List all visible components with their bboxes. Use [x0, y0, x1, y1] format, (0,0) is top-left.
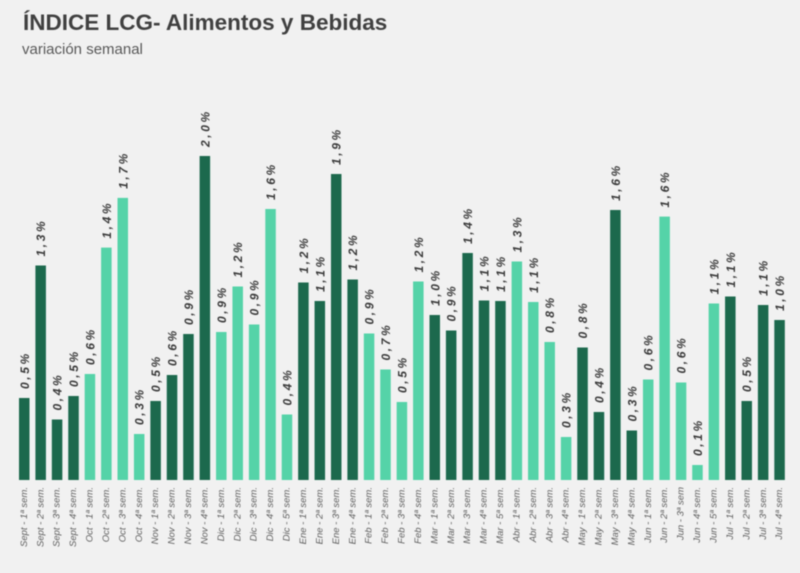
svg-text:Nov - 3ª sem.: Nov - 3ª sem. — [183, 487, 194, 544]
svg-text:Feb - 1ª sem.: Feb - 1ª sem. — [364, 487, 375, 544]
svg-text:1,0%: 1,0% — [428, 268, 442, 306]
svg-text:0,9%: 0,9% — [445, 284, 459, 322]
svg-text:May - 2ª sem.: May - 2ª sem. — [594, 487, 605, 545]
svg-text:Jun - 1ª sem.: Jun - 1ª sem. — [643, 487, 654, 544]
svg-text:variación semanal: variación semanal — [22, 41, 143, 58]
svg-text:Abr - 4ª sem.: Abr - 4ª sem. — [561, 487, 572, 543]
svg-text:Feb - 4ª sem.: Feb - 4ª sem. — [413, 487, 424, 544]
svg-text:0,8%: 0,8% — [543, 295, 557, 333]
svg-text:Mar - 5ª sem.: Mar - 5ª sem. — [495, 487, 506, 544]
svg-text:Sept - 3ª sem.: Sept - 3ª sem. — [52, 487, 63, 547]
svg-text:1,1%: 1,1% — [494, 254, 508, 292]
svg-text:0,6%: 0,6% — [166, 328, 180, 366]
svg-text:1,4%: 1,4% — [100, 201, 114, 239]
svg-text:1,2%: 1,2% — [346, 233, 360, 271]
svg-text:Jul - 2ª sem.: Jul - 2ª sem. — [741, 487, 752, 541]
svg-text:Ene - 4ª sem.: Ene - 4ª sem. — [347, 487, 358, 544]
svg-text:Sept - 2ª sem.: Sept - 2ª sem. — [35, 487, 46, 547]
svg-text:1,1%: 1,1% — [757, 258, 771, 296]
svg-text:Dic - 5ª sem.: Dic - 5ª sem. — [282, 487, 293, 541]
svg-text:1,1%: 1,1% — [478, 254, 492, 292]
svg-text:1,6%: 1,6% — [658, 170, 672, 208]
svg-text:1,7%: 1,7% — [116, 151, 130, 189]
svg-text:Dic - 2ª sem.: Dic - 2ª sem. — [232, 487, 243, 541]
svg-text:Feb - 2ª sem.: Feb - 2ª sem. — [380, 487, 391, 544]
svg-text:Dic - 3ª sem.: Dic - 3ª sem. — [249, 487, 260, 541]
svg-text:1,3%: 1,3% — [510, 215, 524, 253]
svg-text:1,0%: 1,0% — [773, 273, 787, 311]
svg-text:1,1%: 1,1% — [724, 250, 738, 288]
svg-text:1,2%: 1,2% — [412, 235, 426, 273]
svg-text:Sept - 4ª sem.: Sept - 4ª sem. — [68, 487, 79, 547]
svg-text:0,8%: 0,8% — [576, 301, 590, 339]
svg-text:Oct - 2ª sem.: Oct - 2ª sem. — [101, 487, 112, 542]
svg-text:Nov - 2ª sem.: Nov - 2ª sem. — [167, 487, 178, 544]
svg-text:0,4%: 0,4% — [280, 368, 294, 406]
svg-text:Dic - 1ª sem.: Dic - 1ª sem. — [216, 487, 227, 541]
svg-text:0,3%: 0,3% — [625, 384, 639, 422]
svg-text:0,3%: 0,3% — [560, 390, 574, 428]
svg-text:Ene - 1ª sem.: Ene - 1ª sem. — [298, 487, 309, 544]
svg-text:0,5%: 0,5% — [18, 351, 32, 389]
svg-text:Mar - 2ª sem.: Mar - 2ª sem. — [446, 487, 457, 544]
svg-text:Jul - 1ª sem.: Jul - 1ª sem. — [725, 487, 736, 541]
svg-text:May - 4ª sem.: May - 4ª sem. — [626, 487, 637, 545]
svg-text:0,9%: 0,9% — [182, 287, 196, 325]
svg-text:Jun - 4ª sem.: Jun - 4ª sem. — [692, 487, 703, 544]
svg-text:0,6%: 0,6% — [675, 336, 689, 374]
svg-text:1,2%: 1,2% — [297, 236, 311, 274]
svg-text:1,1%: 1,1% — [527, 255, 541, 293]
svg-text:0,5%: 0,5% — [149, 354, 163, 392]
svg-text:0,9%: 0,9% — [248, 278, 262, 316]
svg-text:0,3%: 0,3% — [133, 387, 147, 425]
svg-text:0,1%: 0,1% — [691, 418, 705, 456]
svg-text:Jul - 4ª sem.: Jul - 4ª sem. — [774, 487, 785, 541]
svg-text:Ene - 2ª sem.: Ene - 2ª sem. — [314, 487, 325, 544]
svg-text:Oct - 1ª sem.: Oct - 1ª sem. — [85, 487, 96, 542]
svg-text:0,6%: 0,6% — [83, 327, 97, 365]
svg-text:Jun - 3ª sem: Jun - 3ª sem — [676, 487, 687, 541]
svg-text:Nov - 1ª sem.: Nov - 1ª sem. — [150, 487, 161, 544]
svg-text:Abr - 2ª sem.: Abr - 2ª sem. — [528, 487, 539, 543]
svg-text:Jun - 5ª sem.: Jun - 5ª sem. — [708, 487, 719, 544]
svg-text:0,4%: 0,4% — [592, 365, 606, 403]
svg-text:1,6%: 1,6% — [264, 162, 278, 200]
svg-text:May - 1ª sem.: May - 1ª sem. — [577, 487, 588, 545]
svg-text:0,4%: 0,4% — [51, 373, 65, 411]
svg-text:0,7%: 0,7% — [379, 323, 393, 361]
svg-text:0,5%: 0,5% — [67, 349, 81, 387]
svg-text:0,9%: 0,9% — [363, 287, 377, 325]
svg-text:Dic - 4ª sem.: Dic - 4ª sem. — [265, 487, 276, 541]
svg-text:Abr - 1ª sem.: Abr - 1ª sem. — [511, 487, 522, 543]
svg-text:Oct - 4ª sem.: Oct - 4ª sem. — [134, 487, 145, 542]
svg-text:Feb - 3ª sem.: Feb - 3ª sem. — [397, 487, 408, 544]
svg-text:1,1%: 1,1% — [313, 254, 327, 292]
svg-text:Mar - 1ª sem.: Mar - 1ª sem. — [429, 487, 440, 544]
svg-text:Nov - 4ª sem.: Nov - 4ª sem. — [199, 487, 210, 544]
svg-text:Abr - 3ª sem.: Abr - 3ª sem. — [544, 487, 555, 543]
svg-text:Jul - 3ª sem.: Jul - 3ª sem. — [758, 487, 769, 541]
svg-text:1,4%: 1,4% — [461, 206, 475, 244]
svg-text:0,9%: 0,9% — [215, 285, 229, 323]
svg-text:Sept - 1ª sem.: Sept - 1ª sem. — [19, 487, 30, 547]
svg-text:Mar - 3ª sem.: Mar - 3ª sem. — [462, 487, 473, 544]
svg-text:Ene - 3ª sem.: Ene - 3ª sem. — [331, 487, 342, 544]
svg-text:1,3%: 1,3% — [34, 219, 48, 257]
svg-text:0,6%: 0,6% — [642, 333, 656, 371]
svg-text:2,0%: 2,0% — [198, 109, 212, 148]
svg-text:Jun - 2ª sem.: Jun - 2ª sem. — [659, 487, 670, 544]
svg-text:1,9%: 1,9% — [330, 127, 344, 165]
svg-text:Oct - 3ª sem.: Oct - 3ª sem. — [117, 487, 128, 542]
svg-text:Mar - 4ª sem.: Mar - 4ª sem. — [479, 487, 490, 544]
svg-text:0,5%: 0,5% — [740, 354, 754, 392]
svg-text:May - 3ª sem.: May - 3ª sem. — [610, 487, 621, 545]
svg-text:1,1%: 1,1% — [707, 257, 721, 295]
svg-text:0,5%: 0,5% — [395, 355, 409, 393]
svg-text:1,6%: 1,6% — [609, 163, 623, 201]
svg-text:1,2%: 1,2% — [231, 240, 245, 278]
svg-text:ÍNDICE LCG- Alimentos y Bebida: ÍNDICE LCG- Alimentos y Bebidas — [23, 10, 387, 35]
